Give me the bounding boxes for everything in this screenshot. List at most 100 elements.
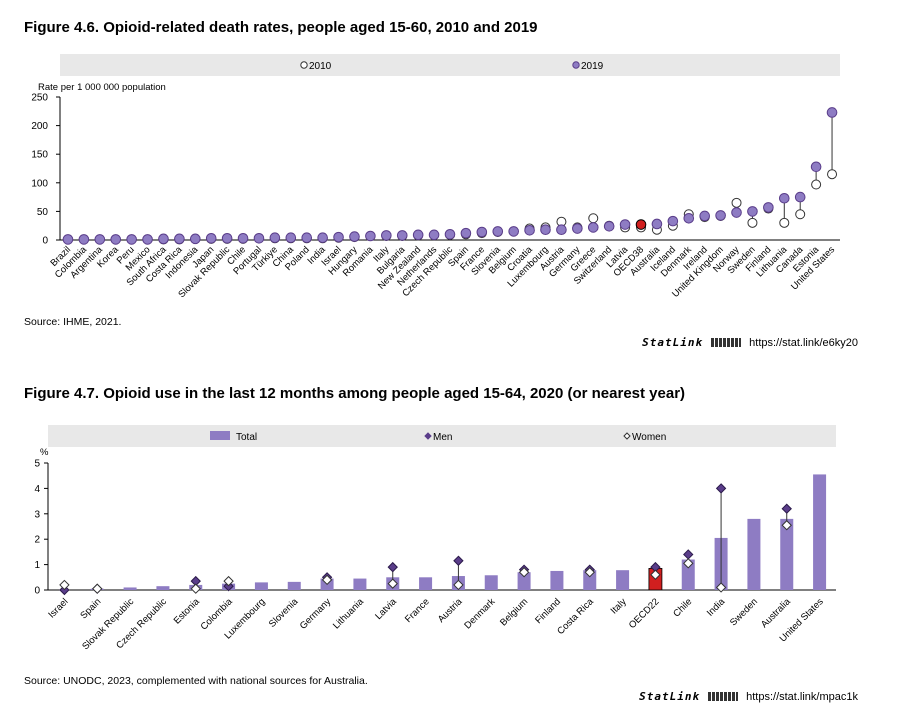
point-2019-south-africa [158,233,169,245]
legend-background [60,54,840,76]
x-tick-label-spain: Spain [78,596,103,621]
point-2010-sweden [747,217,758,228]
statlink-url-link[interactable]: https://stat.link/e6ky20 [749,336,858,349]
point-men-chile [683,549,694,560]
point-2019-greece [587,222,599,233]
x-tick-label-denmark: Denmark [462,596,497,631]
x-tick-label-belgium: Belgium [498,596,530,628]
point-2019-slovak-republic [221,232,233,244]
point-men-austria [453,555,464,566]
point-2010-canada [795,209,806,220]
x-tick-label-germany: Germany [298,596,334,632]
point-men-latvia [387,561,398,573]
figure-4-6-source: Source: IHME, 2021. [24,316,122,328]
point-2019-argentina [94,234,106,245]
legend-total-label: Total [236,432,257,443]
bar-lithuania [353,578,367,590]
opioid-death-rates-chart: 2010 2019 Rate per 1 000 000 population 0 50… [31,54,840,300]
point-2019-finland [763,202,774,213]
point-men-australia [781,503,792,514]
x-tick-label-slovenia: Slovenia [267,596,301,630]
bar-united-states [813,474,827,590]
point-2019-switzerland [603,220,615,232]
point-women-germany [321,574,333,586]
point-2019-korea [110,234,122,245]
statlink-brand: StatLink [642,336,704,349]
bar-france [419,577,433,590]
point-2019-australia [651,218,663,230]
point-2019-lithuania [778,192,790,204]
x-tick-label-lithuania: Lithuania [331,596,367,632]
y-tick-label: 3 [34,509,40,520]
point-2019-brazil [62,234,74,245]
point-2019-iceland [667,215,679,227]
point-2019-t-rkiye [269,232,281,244]
statlink-url-link[interactable]: https://stat.link/mpac1k [746,690,858,703]
point-2019-poland [301,232,313,244]
point-2019-israel [333,231,344,243]
point-2019-united-kingdom [715,210,726,221]
legend-men-label: Men [433,432,452,443]
legend-women-marker [623,432,631,440]
figure-4-7-statlink: StatLink https://stat.link/mpac1k [639,690,858,703]
y-tick-label: 0 [34,586,40,597]
point-2019-norway [731,207,742,218]
point-2019-netherlands [428,229,440,241]
x-tick-label-costa-rica: Costa Rica [555,596,596,637]
x-tick-label-italy: Italy [609,596,629,616]
point-2019-peru [126,234,137,245]
point-2019-hungary [349,231,360,242]
figure-4-7-title: Figure 4.7. Opioid use in the last 12 mo… [24,385,686,402]
x-tick-label-finland: Finland [533,596,563,626]
bar-australia [780,518,794,590]
statlink-logo-icon [708,692,739,701]
y-tick-label: 250 [31,93,48,104]
bar-luxembourg [254,582,268,590]
point-2010-estonia [811,179,822,190]
point-2019-ireland [699,210,710,222]
point-women-israel [59,579,70,591]
point-2019-canada [794,191,806,203]
legend-2019-marker [572,61,580,69]
statlink-logo-icon [711,338,742,347]
bar-slovenia [287,581,301,590]
y-tick-label: 2 [34,535,40,546]
point-2019-portugal [253,232,265,244]
y-tick-label: 50 [37,207,49,218]
point-2019-estonia [810,161,822,173]
legend-total-swatch [210,431,230,440]
point-2019-india [317,232,328,244]
bar-costa-rica [583,570,597,590]
point-2019-japan [205,232,217,244]
point-women-latvia [387,578,398,589]
y-tick-label: 100 [31,178,48,189]
point-2019-latvia [619,219,631,230]
point-women-costa-rica [584,567,595,578]
point-2019-mexico [142,234,153,245]
point-2019-slovenia [492,226,504,237]
point-2019-colombia [78,234,90,245]
bar-slovak-republic [123,587,137,590]
y-tick-label: 200 [31,121,48,132]
point-2019-bulgaria [396,230,408,241]
point-2019-chile [237,232,249,244]
x-tick-label-austria: Austria [436,596,465,625]
legend-men-marker [424,432,432,440]
point-2019-romania [365,230,376,242]
bar-italy [616,570,630,590]
x-tick-label-latvia: Latvia [373,596,399,622]
legend-background [48,425,836,447]
legend-2010-label: 2010 [309,61,332,72]
point-2019-costa-rica [174,233,185,245]
y-tick-label: 150 [31,150,48,161]
bar-belgium [517,572,531,590]
x-tick-label-israel: Israel [46,596,70,620]
x-tick-label-india: India [705,596,728,619]
point-2019-spain [460,227,472,239]
point-2010-united-states [827,169,838,180]
point-2019-denmark [683,212,695,224]
point-2019-new-zealand [412,229,424,241]
point-women-estonia [190,583,201,594]
bar-chile [681,559,695,590]
